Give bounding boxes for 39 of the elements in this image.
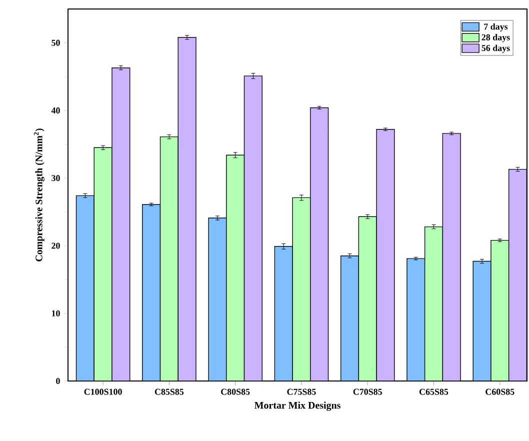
x-tick-label: C80S85 (221, 388, 250, 395)
bar (292, 198, 310, 381)
legend-label: 7 days (484, 23, 508, 32)
x-tick-label: C85S85 (154, 388, 184, 395)
bar (340, 256, 359, 381)
bar (142, 204, 160, 381)
bar (112, 68, 130, 381)
bar (178, 37, 196, 381)
bar (406, 258, 425, 381)
bar (160, 136, 178, 381)
bar (76, 196, 94, 381)
bar (244, 76, 262, 381)
x-tick-label: C70S85 (353, 388, 382, 395)
bar (208, 218, 226, 381)
x-tick-label: C65S85 (419, 388, 448, 395)
bar (226, 155, 244, 381)
x-tick-label: C75S85 (287, 388, 316, 395)
bar (94, 148, 112, 381)
y-tick-label: 50 (52, 40, 60, 46)
y-tick-label: 20 (52, 242, 60, 249)
bar (358, 216, 377, 381)
legend-label: 28 days (482, 34, 510, 42)
y-tick-label: 10 (52, 310, 60, 316)
legend-label: 56 days (482, 44, 510, 53)
bar (490, 240, 510, 381)
bar (376, 129, 394, 381)
y-tick-label: 40 (51, 107, 60, 114)
bar (424, 226, 443, 381)
x-axis-title: Mortar Mix Designs (254, 402, 340, 411)
y-tick-label: 30 (52, 175, 60, 182)
x-tick-label: C100S100 (84, 388, 122, 395)
y-tick-label: 0 (56, 378, 60, 384)
bar (442, 133, 461, 381)
bar (274, 246, 293, 381)
bar (472, 260, 492, 381)
bar (508, 168, 528, 381)
bar (310, 108, 328, 381)
y-axis-title: Compressive Strength (N/mm$^{2}$) (34, 128, 44, 262)
x-tick-label: C60S85 (486, 388, 514, 395)
